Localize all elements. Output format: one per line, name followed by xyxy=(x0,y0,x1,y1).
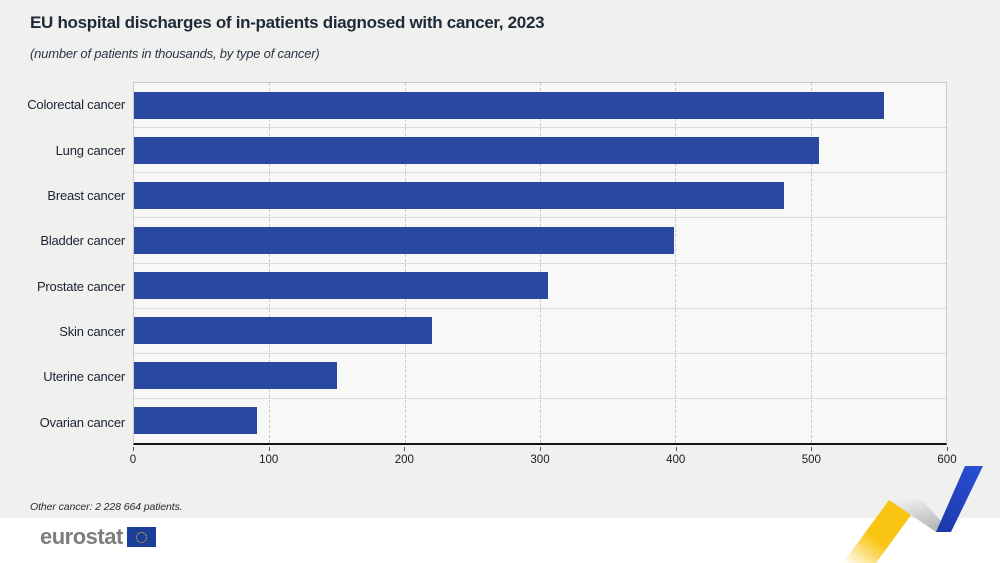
value-axis: 0 100 200 300 400 500 600 xyxy=(129,447,957,473)
tick-mark xyxy=(404,447,406,451)
bar-row xyxy=(134,128,946,174)
tick-label: 0 xyxy=(129,454,137,466)
bar xyxy=(134,407,258,435)
tick-mark xyxy=(133,447,134,451)
category-label: Ovarian cancer xyxy=(39,414,126,430)
bar xyxy=(134,91,884,119)
chart-subtitle: (number of patients in thousands, by typ… xyxy=(30,46,320,61)
bar-row xyxy=(134,309,946,354)
tick-label: 200 xyxy=(394,454,414,466)
eurostat-logo: eurostat xyxy=(40,526,156,548)
tick-label: 600 xyxy=(937,454,957,466)
category-label: Skin cancer xyxy=(59,324,125,340)
tick-label: 300 xyxy=(530,454,550,466)
bar xyxy=(134,272,549,300)
eu-flag-stars xyxy=(135,531,147,543)
bar-rows-layer xyxy=(134,83,946,443)
bar-row xyxy=(134,83,946,129)
category-axis: Colorectal cancer Lung cancer Breast cance… xyxy=(0,82,125,445)
plot-area xyxy=(133,82,947,445)
tick-label: 100 xyxy=(259,454,279,466)
bar xyxy=(134,362,337,390)
category-label: Lung cancer xyxy=(55,142,126,158)
bar xyxy=(134,181,784,209)
tick-mark xyxy=(947,447,948,451)
footer-strip: eurostat xyxy=(0,518,1000,563)
bar-row xyxy=(134,399,946,443)
bar-row xyxy=(134,354,946,399)
bar-row xyxy=(134,218,946,264)
footnote: Other cancer: 2 228 664 patients. xyxy=(30,501,183,513)
eurostat-logo-text: eurostat xyxy=(40,524,123,549)
tick-mark xyxy=(811,447,813,451)
bar-row xyxy=(134,173,946,219)
eu-flag-icon xyxy=(126,527,156,547)
tick-mark xyxy=(268,447,270,451)
bar xyxy=(134,317,432,345)
category-label: Colorectal cancer xyxy=(27,97,125,113)
tick-label: 400 xyxy=(666,454,686,466)
tick-mark xyxy=(540,447,541,451)
bar-row xyxy=(134,264,946,309)
category-label: Bladder cancer xyxy=(40,233,125,249)
tick-mark xyxy=(675,447,677,451)
chart-title: EU hospital discharges of in-patients di… xyxy=(30,13,545,32)
bar xyxy=(134,136,819,164)
category-label: Breast cancer xyxy=(47,187,125,203)
category-label: Uterine cancer xyxy=(43,369,125,385)
category-label: Prostate cancer xyxy=(36,278,125,294)
bar xyxy=(134,226,674,254)
tick-label: 500 xyxy=(801,454,821,466)
